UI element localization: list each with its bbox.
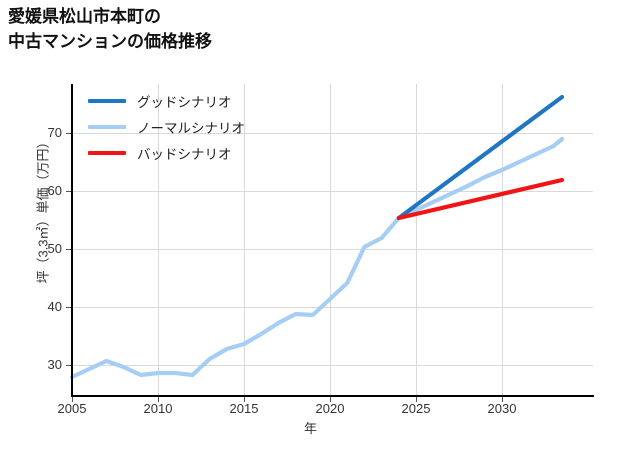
y-tick-label-30: 30: [47, 357, 62, 372]
x-tick-mark-2005: [72, 397, 73, 402]
gridline-y-30: [72, 365, 593, 366]
legend-item-good[interactable]: グッドシナリオ: [88, 88, 318, 114]
legend-swatch-normal: [88, 125, 126, 129]
legend-label-bad: バッドシナリオ: [137, 147, 232, 162]
line-normal-scenario: [69, 136, 565, 380]
legend-swatch-good: [88, 99, 126, 103]
legend-item-bad[interactable]: バッドシナリオ: [88, 140, 318, 166]
y-tick-label-70: 70: [47, 125, 62, 140]
line-good-scenario: [396, 94, 565, 221]
gridline-x-2015: [244, 84, 245, 396]
plot-area: [69, 84, 593, 396]
y-axis-line: [71, 84, 73, 397]
chart-title: 愛媛県松山市本町の 中古マンションの価格推移: [8, 7, 212, 51]
gridline-x-2020: [330, 84, 331, 396]
y-tick-label-40: 40: [47, 299, 62, 314]
legend-item-normal[interactable]: ノーマルシナリオ: [88, 114, 318, 140]
x-tick-label-2015: 2015: [229, 401, 259, 416]
y-axis-title: 坪（3.3㎡）単価（万円）: [35, 135, 51, 284]
x-tick-label-2025: 2025: [401, 401, 431, 416]
gridline-y-70: [72, 133, 593, 134]
x-tick-label-2005: 2005: [57, 401, 87, 416]
line-bad-scenario: [396, 177, 565, 221]
x-tick-mark-2010: [158, 397, 159, 402]
gridline-y-40: [72, 307, 593, 308]
series-lines: [69, 94, 565, 380]
x-tick-mark-2020: [330, 397, 331, 402]
x-tick-label-2020: 2020: [315, 401, 345, 416]
x-axis-title: 年: [303, 421, 317, 436]
legend-swatch-bad: [88, 151, 126, 155]
legend-label-normal: ノーマルシナリオ: [137, 121, 245, 136]
y-tick-mark-50: [66, 249, 71, 250]
x-axis-line: [71, 395, 594, 397]
y-tick-label-50: 50: [47, 241, 62, 256]
x-tick-mark-2025: [416, 397, 417, 402]
x-tick-mark-2015: [244, 397, 245, 402]
y-tick-mark-40: [66, 307, 71, 308]
gridline-x-2030: [502, 84, 503, 396]
y-tick-mark-60: [66, 191, 71, 192]
x-tick-mark-2030: [502, 397, 503, 402]
x-tick-label-2010: 2010: [143, 401, 173, 416]
legend-label-good: グッドシナリオ: [137, 95, 232, 110]
gridline-x-2010: [158, 84, 159, 396]
gridline-x-2025: [416, 84, 417, 396]
legend: グッドシナリオ ノーマルシナリオ バッドシナリオ: [88, 88, 318, 166]
x-tick-label-2030: 2030: [487, 401, 517, 416]
y-tick-label-60: 60: [47, 183, 62, 198]
gridline-y-60: [72, 191, 593, 192]
y-tick-mark-70: [66, 133, 71, 134]
gridline-y-50: [72, 249, 593, 250]
y-tick-mark-30: [66, 365, 71, 366]
